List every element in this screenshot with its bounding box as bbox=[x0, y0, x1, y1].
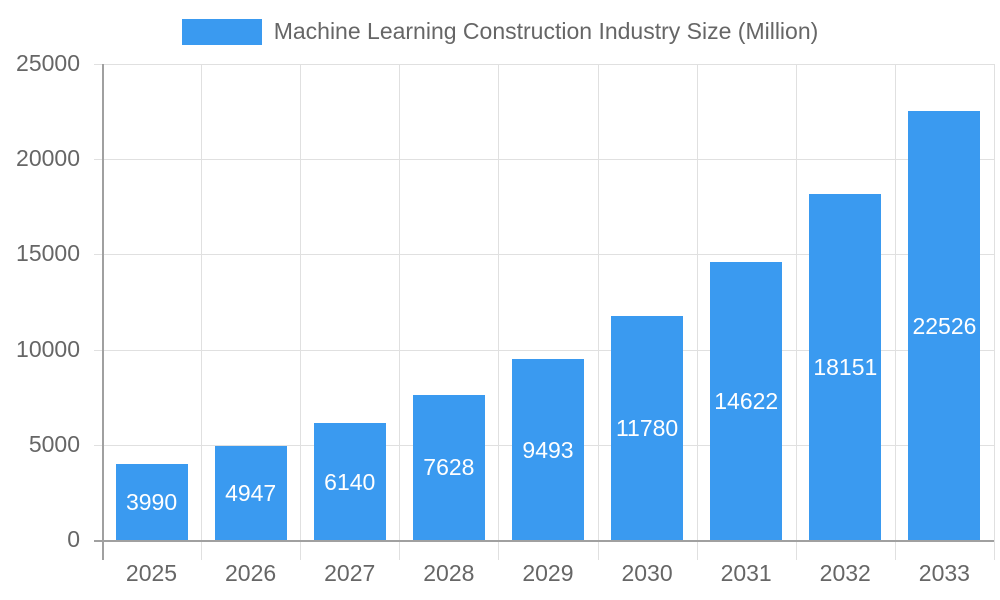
y-axis-tick-label: 20000 bbox=[16, 145, 80, 172]
gridline-horizontal bbox=[94, 159, 994, 160]
y-axis-tick-label: 25000 bbox=[16, 50, 80, 76]
x-axis-tick-label: 2031 bbox=[720, 560, 772, 586]
gridline-horizontal bbox=[94, 64, 994, 65]
y-axis-tick-label: 0 bbox=[67, 526, 80, 552]
gridline-horizontal bbox=[94, 350, 994, 351]
chart-legend[interactable]: Machine Learning Construction Industry S… bbox=[0, 18, 1000, 45]
bar[interactable]: 7628 bbox=[412, 394, 485, 540]
bar-value-label: 18151 bbox=[813, 354, 878, 381]
bar-value-label: 4947 bbox=[225, 479, 277, 506]
bar-value-label: 11780 bbox=[615, 414, 679, 441]
bar[interactable]: 9493 bbox=[512, 359, 584, 540]
gridline-horizontal bbox=[94, 254, 994, 255]
x-axis-line bbox=[94, 540, 994, 542]
legend-label: Machine Learning Construction Industry S… bbox=[273, 18, 819, 44]
bar-value-label: 9493 bbox=[522, 436, 574, 463]
gridline-vertical bbox=[498, 64, 499, 560]
x-axis-tick-label: 2033 bbox=[918, 560, 970, 586]
gridline-vertical bbox=[697, 64, 698, 560]
y-axis-tick-label: 5000 bbox=[28, 430, 80, 457]
bar[interactable]: 22526 bbox=[908, 111, 981, 540]
x-axis-tick-label: 2029 bbox=[522, 560, 574, 586]
bar-value-label: 14622 bbox=[714, 387, 779, 414]
x-axis-tick-label: 2025 bbox=[125, 560, 178, 586]
bar[interactable]: 14622 bbox=[710, 261, 783, 540]
x-axis-tick-label: 2028 bbox=[423, 560, 475, 586]
bar[interactable]: 18151 bbox=[809, 194, 882, 540]
gridline-vertical bbox=[300, 64, 301, 560]
bar-value-label: 3990 bbox=[125, 489, 178, 515]
bar-value-label: 22526 bbox=[912, 312, 977, 339]
x-axis-tick-label: 2030 bbox=[621, 560, 673, 586]
gridline-vertical bbox=[895, 64, 896, 560]
y-axis-line bbox=[102, 64, 104, 560]
gridline-vertical bbox=[399, 64, 400, 560]
gridline-vertical bbox=[796, 64, 797, 560]
bar[interactable]: 4947 bbox=[214, 445, 287, 540]
y-axis-tick-label: 15000 bbox=[16, 240, 80, 267]
x-axis-tick-label: 2032 bbox=[819, 560, 871, 586]
gridline-vertical bbox=[994, 64, 995, 560]
y-axis-tick-label: 10000 bbox=[16, 335, 80, 362]
bar-value-label: 6140 bbox=[324, 468, 376, 495]
bar[interactable]: 3990 bbox=[115, 464, 188, 540]
x-axis-tick-label: 2027 bbox=[324, 560, 376, 586]
gridline-vertical bbox=[598, 64, 599, 560]
x-axis-tick-label: 2026 bbox=[225, 560, 277, 586]
bar[interactable]: 11780 bbox=[611, 315, 684, 540]
bar[interactable]: 6140 bbox=[313, 423, 386, 540]
legend-swatch bbox=[181, 18, 262, 45]
gridline-vertical bbox=[201, 64, 202, 560]
bar-value-label: 7628 bbox=[423, 454, 475, 481]
